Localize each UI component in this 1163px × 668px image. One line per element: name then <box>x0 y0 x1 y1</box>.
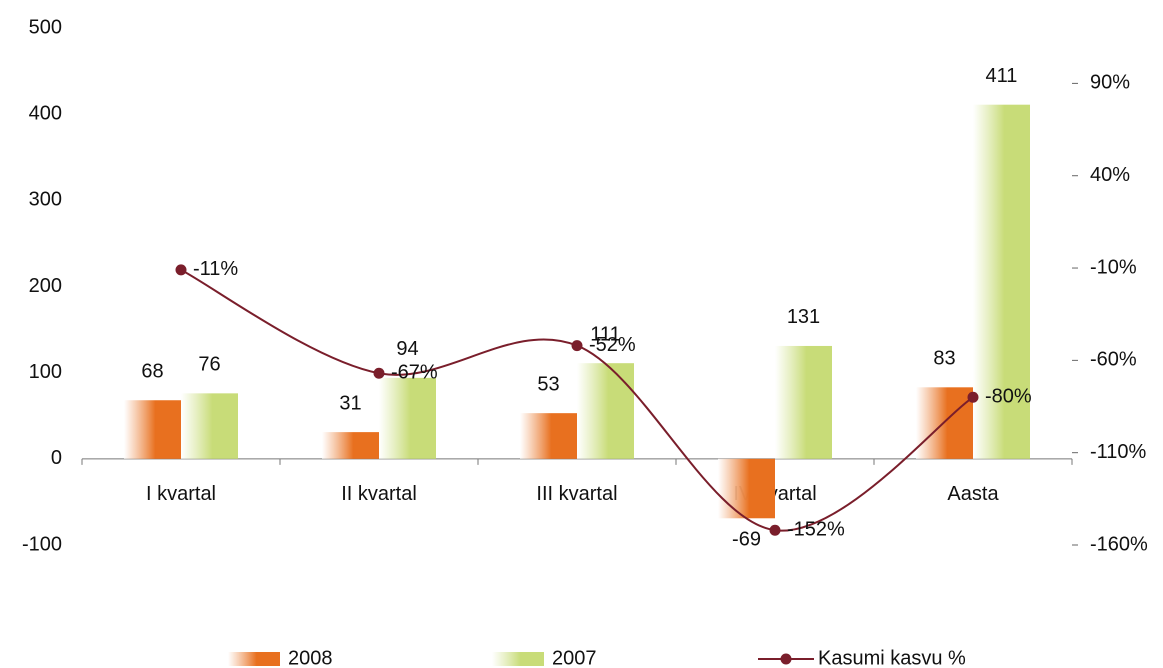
bar <box>124 400 181 459</box>
bar-label: 83 <box>933 348 955 370</box>
line-marker <box>571 340 583 352</box>
y-tick-label: -100 <box>22 533 62 555</box>
y-tick-label: 0 <box>51 447 62 469</box>
y2-tick-label: -110% <box>1090 441 1147 463</box>
bar-label: 53 <box>537 373 559 395</box>
line-label: -152% <box>787 519 845 541</box>
y2-tick-label: -10% <box>1090 256 1137 278</box>
bar <box>181 393 238 459</box>
bar-label: 111 <box>590 323 620 345</box>
bar <box>775 345 832 459</box>
line-label: -52% <box>589 334 636 356</box>
y2-tick-label: -160% <box>1090 533 1148 555</box>
y2-tick-label: 40% <box>1090 164 1130 186</box>
legend-label: 2007 <box>552 647 597 668</box>
bar-label: 411 <box>986 65 1018 87</box>
bar <box>973 104 1030 459</box>
bar-label: 131 <box>787 306 820 328</box>
bar <box>379 377 436 459</box>
legend-marker <box>780 653 792 665</box>
y-tick-label: 300 <box>29 189 62 211</box>
bar-label: 68 <box>141 361 163 383</box>
y-tick-label: 200 <box>29 275 62 297</box>
line-marker <box>967 391 979 403</box>
x-tick-label: I kvartal <box>146 483 216 505</box>
y-tick-label: 400 <box>29 102 62 124</box>
line <box>180 268 974 532</box>
legend-swatch <box>492 652 544 666</box>
x-tick-label: III kvartal <box>536 483 617 505</box>
bar-label: 94 <box>396 338 418 360</box>
legend-label: 2008 <box>288 647 333 668</box>
x-tick-label: Aasta <box>947 483 999 505</box>
x-tick-label: II kvartal <box>341 483 417 505</box>
bar <box>520 413 577 459</box>
line-marker <box>373 367 385 379</box>
line-marker <box>175 264 187 276</box>
bar <box>718 458 775 519</box>
y-tick-label: 100 <box>29 361 62 383</box>
y-tick-label: 500 <box>29 16 62 38</box>
bar <box>322 432 379 459</box>
bar-label: 76 <box>198 354 220 376</box>
y2-tick-label: -60% <box>1090 349 1137 371</box>
legend-swatch <box>228 652 280 666</box>
bar-label: -69 <box>732 529 761 551</box>
line-label: -67% <box>391 362 438 384</box>
y2-tick-label: 90% <box>1090 72 1130 94</box>
legend-label: Kasumi kasvu % <box>818 647 966 668</box>
line-label: -11% <box>193 258 238 280</box>
bar <box>577 363 634 459</box>
bar-label: 31 <box>339 392 361 414</box>
line-marker <box>769 524 781 536</box>
line-label: -80% <box>985 386 1032 408</box>
